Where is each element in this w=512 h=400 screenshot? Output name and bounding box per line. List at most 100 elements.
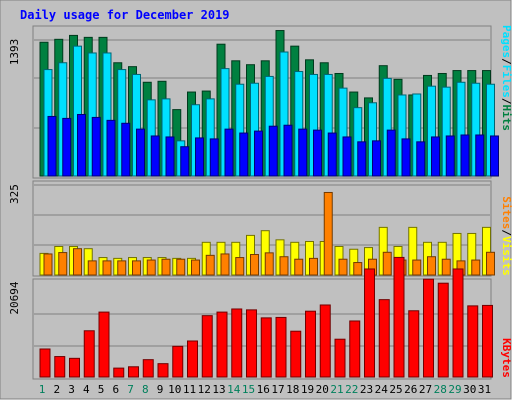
x-tick-label-day-16: 16 — [257, 383, 270, 396]
bar-sites-day-20 — [323, 191, 333, 276]
bar-pages-day-22 — [357, 141, 367, 177]
bar-pages-day-26 — [416, 141, 426, 177]
bar-pages-day-10 — [180, 146, 190, 177]
bar-pages-day-11 — [195, 137, 204, 177]
bar-pages-day-12 — [209, 138, 219, 177]
legend-visits: Visits — [500, 236, 512, 276]
x-tick-label-day-27: 27 — [419, 383, 432, 396]
bar-sites-day-16 — [264, 252, 274, 276]
bar-kbytes-day-4 — [83, 330, 95, 378]
legend-sep-2: / — [500, 98, 512, 105]
x-tick-label-day-31: 31 — [478, 383, 491, 396]
bar-pages-day-2 — [62, 117, 72, 177]
bar-kbytes-day-9 — [157, 363, 169, 378]
legend-hits: Hits — [500, 105, 512, 132]
bar-kbytes-day-15 — [246, 309, 257, 378]
bar-pages-day-4 — [91, 116, 101, 177]
bar-sites-day-26 — [412, 259, 422, 276]
panel-kbytes-scale-label: 20694 — [8, 281, 21, 314]
bar-pages-day-17 — [283, 124, 293, 177]
bar-kbytes-day-3 — [69, 357, 80, 378]
bar-sites-day-3 — [73, 248, 82, 276]
bar-kbytes-day-20 — [319, 304, 331, 378]
legend-sites: Sites — [500, 196, 512, 229]
bar-sites-day-17 — [279, 256, 289, 276]
bar-sites-day-30 — [471, 259, 481, 276]
bar-kbytes-day-10 — [172, 345, 184, 378]
bar-pages-day-23 — [372, 140, 381, 177]
panel-kbytes: 20694 KBytes — [8, 256, 512, 380]
bar-pages-day-24 — [386, 129, 396, 177]
panel-kbytes-legend: KBytes — [500, 338, 512, 378]
bar-pages-day-28 — [445, 135, 455, 177]
legend-files: Files — [500, 65, 512, 98]
x-tick-label-day-1: 1 — [39, 383, 46, 396]
bar-kbytes-day-19 — [305, 310, 316, 378]
x-tick-label-day-4: 4 — [83, 383, 90, 396]
bar-pages-day-31 — [490, 135, 499, 177]
x-tick-label-day-7: 7 — [127, 383, 134, 396]
bar-kbytes-day-23 — [364, 268, 375, 378]
bar-kbytes-day-11 — [187, 340, 198, 378]
bar-kbytes-day-6 — [113, 367, 125, 378]
panel-hits-scale-label: 1393 — [8, 39, 21, 66]
bar-pages-day-21 — [342, 136, 352, 177]
bar-kbytes-day-14 — [231, 308, 243, 378]
bar-pages-day-29 — [460, 134, 470, 177]
x-tick-label-day-10: 10 — [168, 383, 181, 396]
bar-kbytes-day-27 — [423, 278, 434, 378]
legend-pages: Pages — [500, 25, 512, 58]
bar-sites-day-4 — [87, 260, 97, 276]
bar-sites-day-5 — [102, 260, 112, 276]
panel-visits-legend: Sites/Visits — [500, 196, 512, 276]
bar-sites-day-1 — [43, 253, 53, 276]
x-tick-label-day-14: 14 — [227, 383, 241, 396]
x-tick-label-day-28: 28 — [434, 383, 447, 396]
bar-sites-day-22 — [353, 262, 363, 276]
bar-pages-day-8 — [150, 135, 160, 177]
bar-pages-day-30 — [475, 134, 485, 177]
bar-sites-day-27 — [427, 256, 436, 276]
bar-sites-day-12 — [205, 254, 215, 276]
x-tick-label-day-2: 2 — [53, 383, 60, 396]
bar-sites-day-7 — [132, 260, 141, 276]
bar-kbytes-day-5 — [98, 311, 110, 378]
bar-pages-day-19 — [313, 129, 322, 177]
bar-kbytes-day-13 — [216, 311, 228, 378]
x-tick-label-day-8: 8 — [142, 383, 149, 396]
bar-kbytes-day-17 — [275, 316, 287, 378]
x-tick-label-day-24: 24 — [375, 383, 389, 396]
x-tick-label-day-30: 30 — [463, 383, 476, 396]
bar-sites-day-11 — [191, 259, 200, 276]
bar-sites-day-24 — [382, 251, 392, 276]
legend-sep-1: / — [500, 58, 512, 65]
panel-visits-sites: 325 Sites/Visits — [8, 180, 512, 277]
bar-kbytes-day-16 — [260, 317, 272, 378]
panel-hits-legend: Pages/Files/Hits — [500, 25, 512, 131]
bar-kbytes-day-7 — [128, 366, 139, 378]
bar-pages-day-20 — [327, 132, 337, 177]
x-tick-label-day-15: 15 — [242, 383, 255, 396]
bar-pages-day-18 — [298, 128, 308, 177]
x-tick-label-day-3: 3 — [68, 383, 75, 396]
bar-sites-day-21 — [338, 258, 348, 276]
bar-kbytes-day-24 — [378, 299, 390, 378]
panel-hits-files-pages: 1393 Pages/Files/Hits — [8, 25, 512, 179]
bar-sites-day-15 — [250, 254, 259, 276]
bar-pages-day-14 — [239, 132, 249, 177]
bar-pages-day-6 — [121, 122, 131, 177]
x-tick-label-day-5: 5 — [98, 383, 105, 396]
bar-kbytes-day-18 — [290, 330, 302, 378]
bar-kbytes-day-28 — [437, 282, 449, 378]
x-tick-label-day-29: 29 — [448, 383, 461, 396]
bar-pages-day-13 — [224, 128, 234, 177]
bar-sites-day-14 — [235, 257, 245, 276]
panel-visits-scale-label: 325 — [8, 184, 21, 204]
bar-sites-day-13 — [220, 253, 230, 276]
x-tick-label-day-18: 18 — [286, 383, 299, 396]
x-tick-label-day-25: 25 — [389, 383, 402, 396]
bar-kbytes-day-31 — [482, 304, 493, 378]
bar-kbytes-day-21 — [334, 338, 346, 378]
bar-kbytes-day-1 — [39, 348, 51, 378]
